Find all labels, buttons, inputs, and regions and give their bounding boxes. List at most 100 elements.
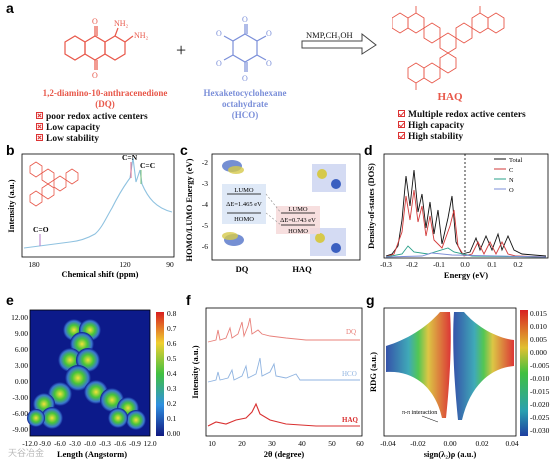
svg-text:-0.030: -0.030	[530, 426, 550, 435]
dq-bullet-1: poor redox active centers	[36, 112, 148, 122]
panel-f-xlabel: 2θ (degree)	[264, 449, 305, 459]
svg-text:0.2: 0.2	[513, 260, 523, 269]
nmr-inset-molecule	[29, 161, 79, 207]
dq-oxygen-top: O	[92, 17, 98, 26]
xrd-dq-line	[207, 317, 360, 343]
svg-text:HAQ: HAQ	[342, 416, 359, 424]
svg-text:-5: -5	[202, 221, 208, 230]
dq-name: 1,2-diamino-10-anthracenedione (DQ)	[42, 88, 168, 109]
svg-text:-0.015: -0.015	[530, 387, 550, 396]
svg-text:0.1: 0.1	[167, 414, 177, 423]
svg-text:180: 180	[28, 260, 40, 269]
svg-text:0.04: 0.04	[505, 439, 518, 448]
panel-c-category-dq: DQ	[236, 264, 249, 274]
svg-text:0.010: 0.010	[530, 322, 547, 331]
svg-text:0.0: 0.0	[460, 260, 470, 269]
dq-lumo-orbital-icon	[222, 160, 244, 174]
svg-text:O: O	[216, 59, 222, 68]
svg-text:-0.025: -0.025	[530, 413, 550, 422]
plus-sign: +	[176, 40, 187, 60]
svg-text:HOMO: HOMO	[288, 228, 308, 235]
panel-e-colorbar	[156, 312, 164, 436]
panel-c-energy-diagram: -2 -3 -4 -5 -6 HOMO/LUMO Energy (eV) LUM…	[184, 153, 361, 274]
svg-text:Total: Total	[509, 157, 522, 164]
dq-homo-orbital-icon	[222, 232, 244, 246]
panel-b-xlabel: Chemical shift (ppm)	[62, 269, 139, 279]
svg-text:-6.00: -6.00	[12, 409, 28, 418]
hco-name: Hexaketocyclohexane octahydrate (HCO)	[203, 88, 287, 120]
panel-a-label: a	[6, 0, 14, 16]
svg-text:N: N	[509, 177, 514, 184]
reaction-conditions: NMP,CH₃OH	[306, 30, 353, 40]
dq-nh2-right: NH₂	[134, 31, 149, 40]
dq-molecule: O O NH₂ NH₂	[64, 17, 149, 80]
haq-gap: ΔE=0.743 eV	[280, 217, 316, 224]
dos-legend: Total C N O	[494, 157, 522, 194]
svg-text:0.005: 0.005	[530, 335, 547, 344]
panel-d-ylabel: Density-of-states (DOS)	[366, 163, 376, 249]
panel-b-nmr-chart: C=N C=C C=O 180 120 90 Chemical shift (p…	[6, 153, 175, 279]
panel-g-label: g	[366, 292, 375, 308]
svg-text:-0.1: -0.1	[433, 260, 445, 269]
xrd-haq-line	[207, 402, 360, 427]
dq-nh2-top: NH₂	[114, 19, 129, 28]
svg-text:0.00: 0.00	[15, 377, 28, 386]
svg-text:40: 40	[298, 439, 306, 448]
dq-gap: ΔE=1.465 eV	[226, 201, 262, 208]
haq-bullet-2: High capacity	[398, 121, 464, 131]
panel-d-dos-chart: Total C N O -0.3 -0.2 -0.1 0.0 0.1 0.2 E…	[366, 153, 549, 280]
panel-c-label: c	[180, 142, 188, 158]
svg-text:HCO: HCO	[342, 370, 357, 378]
svg-text:0.2: 0.2	[167, 399, 177, 408]
nmr-spectrum-line	[23, 157, 173, 249]
svg-text:120: 120	[119, 260, 131, 269]
panel-g-ylabel: RDG (a.u.)	[368, 352, 378, 392]
hco-molecule: O O O O O O	[216, 15, 272, 83]
svg-text:O: O	[242, 15, 248, 24]
panel-f-xrd-chart: DQ HCO HAQ 10 20 30 40 50 60 2θ (degree)…	[190, 307, 364, 459]
panel-e-elf-map: 12.00 9.00 6.00 3.00 0.00 -3.00 -6.00 -9…	[11, 309, 180, 459]
dos-total-line	[385, 169, 547, 257]
elf-density-blobs	[27, 319, 146, 430]
svg-text:C: C	[509, 167, 513, 174]
svg-text:O: O	[266, 29, 272, 38]
nmr-annotation-cc: C=C	[140, 161, 155, 170]
haq-name: HAQ	[437, 91, 463, 103]
svg-text:HOMO: HOMO	[234, 216, 254, 223]
panel-e-label: e	[6, 292, 14, 308]
svg-text:0.00: 0.00	[443, 439, 456, 448]
haq-bullet-3: High stability	[398, 132, 463, 142]
panel-c-ylabel: HOMO/LUMO Energy (eV)	[184, 158, 194, 261]
svg-text:LUMO: LUMO	[288, 206, 307, 213]
svg-text:-0.3: -0.3	[380, 260, 392, 269]
panel-b-label: b	[6, 142, 15, 158]
svg-text:0.00: 0.00	[167, 429, 180, 438]
svg-text:-4: -4	[202, 200, 208, 209]
panel-f-ylabel: Intensity (a.u.)	[190, 345, 200, 398]
reaction-arrow	[301, 32, 377, 55]
panel-f-label: f	[186, 292, 191, 308]
svg-text:0.000: 0.000	[530, 348, 547, 357]
svg-text:0.02: 0.02	[475, 439, 488, 448]
dos-c-line	[385, 189, 547, 258]
svg-text:50: 50	[328, 439, 336, 448]
svg-text:-6.0: -6.0	[54, 439, 66, 448]
svg-text:0.3: 0.3	[167, 384, 177, 393]
panel-d-label: d	[364, 142, 373, 158]
svg-text:0.6: 0.6	[167, 339, 177, 348]
svg-text:-9.00: -9.00	[12, 425, 28, 434]
panel-c-category-haq: HAQ	[292, 264, 312, 274]
pi-pi-annotation: π-π interaction	[402, 410, 437, 416]
svg-text:-0.3: -0.3	[99, 439, 111, 448]
svg-text:-3.0: -3.0	[69, 439, 81, 448]
svg-text:12.0: 12.0	[143, 439, 156, 448]
svg-text:-0.005: -0.005	[530, 361, 550, 370]
watermark: 天谷冶金	[8, 449, 45, 459]
nmr-annotation-co: C=O	[33, 225, 49, 234]
dos-o-line	[385, 252, 547, 258]
svg-text:O: O	[266, 59, 272, 68]
haq-bullet-1: Multiple redox active centers	[398, 110, 526, 120]
svg-text:-0.020: -0.020	[530, 400, 550, 409]
svg-text:0.1: 0.1	[487, 260, 497, 269]
svg-text:-0.2: -0.2	[406, 260, 418, 269]
